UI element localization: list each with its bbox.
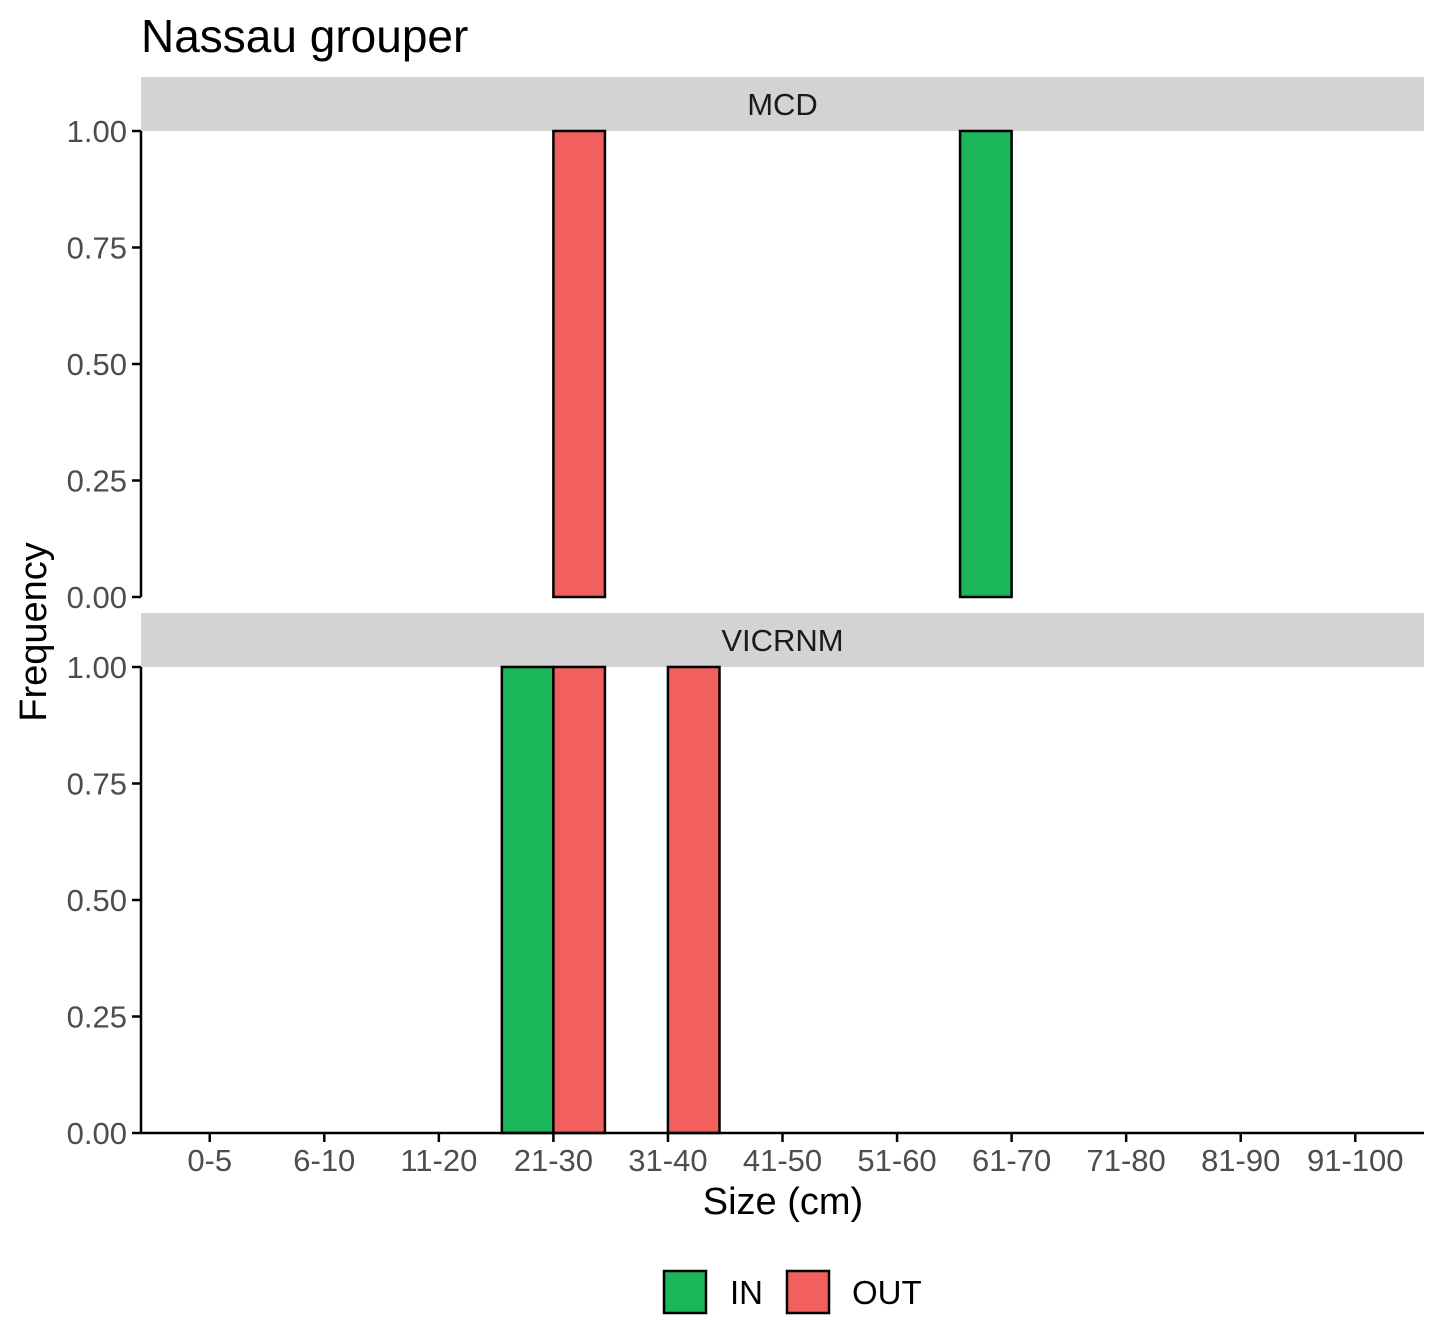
y-tick-label: 0.50 — [67, 883, 127, 918]
legend: IN OUT — [662, 1269, 922, 1315]
y-tick-label: 0.00 — [67, 580, 127, 615]
facet-strip — [141, 77, 1424, 131]
x-tick-label: 91-100 — [1307, 1143, 1404, 1178]
legend-item-out: OUT — [785, 1269, 922, 1315]
x-tick-label: 31-40 — [628, 1143, 707, 1178]
facet-strip — [141, 613, 1424, 667]
x-tick-label: 41-50 — [743, 1143, 822, 1178]
bars — [552, 129, 1013, 599]
facet-panels: MCD 0.00 0.25 0.50 0.75 1.00 VICRNM 0.00 0.25 0.5… — [67, 77, 1424, 1178]
facet-panel-mcd: MCD 0.00 0.25 0.50 0.75 1.00 — [67, 77, 1424, 615]
x-tick-label: 21-30 — [514, 1143, 593, 1178]
y-tick-label: 0.00 — [67, 1116, 127, 1151]
legend-key — [662, 1269, 708, 1315]
legend-item-in: IN — [662, 1269, 763, 1315]
legend-label: OUT — [852, 1274, 922, 1311]
bar-out-21-30 — [552, 665, 607, 1135]
x-tick-label: 6-10 — [293, 1143, 355, 1178]
facet-strip-label: MCD — [747, 87, 818, 122]
x-tick-label: 51-60 — [857, 1143, 936, 1178]
legend-label: IN — [730, 1274, 763, 1311]
x-tick-label: 61-70 — [972, 1143, 1051, 1178]
x-axis-title: Size (cm) — [703, 1181, 863, 1223]
x-tick-label: 0-5 — [187, 1143, 232, 1178]
bar-in-61-70 — [958, 129, 1013, 599]
y-tick-label: 1.00 — [67, 114, 127, 149]
x-tick-label: 81-90 — [1201, 1143, 1280, 1178]
x-tick-label: 11-20 — [400, 1143, 477, 1178]
y-tick-label: 0.25 — [67, 464, 127, 499]
x-tick-label: 71-80 — [1087, 1143, 1166, 1178]
facet-strip-label: VICRNM — [721, 623, 843, 658]
y-tick-label: 0.75 — [67, 231, 127, 266]
bar-out-31-40 — [666, 665, 721, 1135]
y-axis-title: Frequency — [13, 542, 55, 722]
y-tick-label: 1.00 — [67, 650, 127, 685]
y-tick-label: 0.25 — [67, 1000, 127, 1035]
y-tick-label: 0.75 — [67, 767, 127, 802]
chart-title: Nassau grouper — [141, 10, 468, 62]
legend-key — [785, 1269, 831, 1315]
bar-in-21-30 — [500, 665, 555, 1135]
bars — [500, 665, 721, 1135]
bar-out-21-30 — [552, 129, 607, 599]
y-tick-label: 0.50 — [67, 347, 127, 382]
facet-panel-vicrnm: VICRNM 0.00 0.25 0.50 0.75 1.00 0-5 6-10 11-20 21… — [67, 613, 1424, 1178]
